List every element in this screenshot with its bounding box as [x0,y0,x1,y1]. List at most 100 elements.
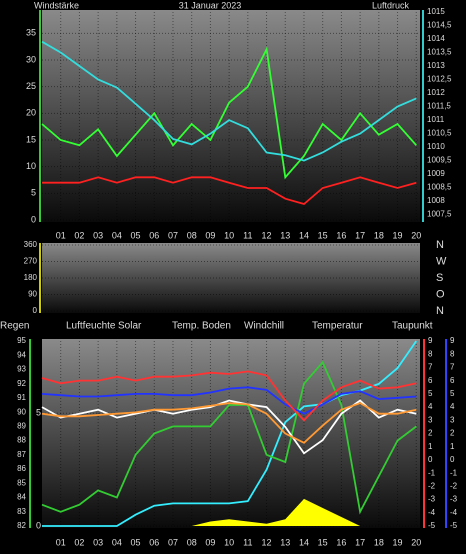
y3-tick-label: 95 [17,336,26,345]
x-tick-label: 08 [187,537,197,547]
x-tick-label: 16 [336,537,346,547]
y2-tick-label: -5 [428,521,436,530]
y2-tick-label: 1009,5 [427,156,452,165]
y3-tick-label: 94 [17,350,26,359]
y3-tick-label: 87 [17,450,26,459]
x-tick-label: 12 [262,230,272,240]
y2-tick-label: 1007,5 [427,210,452,219]
y4-tick-label: 5 [450,389,455,398]
x-tick-label: 18 [374,230,384,240]
y-tick-label: 0 [31,214,36,224]
y2-tick-label: 1010 [427,142,445,151]
y-tick-label: 30 [26,54,36,64]
y2-tick-label: 3 [428,415,433,424]
y3-tick-label: 89 [17,421,26,430]
y2-tick-label: 7 [428,363,433,372]
y3-tick-label: 90 [17,407,26,416]
plot-area [42,243,420,313]
x-tick-label: 17 [355,537,365,547]
y4-tick-label: 8 [450,349,455,358]
y2-tick-label: 9 [428,336,433,345]
y4-tick-label: -5 [450,521,458,530]
x-tick-label: 06 [149,537,159,547]
y3-tick-label: 88 [17,436,26,445]
y-tick-label: 20 [26,108,36,118]
y2-tick-label: N [436,305,444,317]
x-tick-label: 01 [56,230,66,240]
y3-tick-label: 83 [17,507,26,516]
x-tick-label: 14 [299,537,309,547]
x-tick-label: 20 [411,230,421,240]
x-tick-label: 11 [243,537,252,547]
x-tick-label: 13 [280,537,290,547]
y2-tick-label: 1015 [427,7,445,16]
y-tick-label: 180 [24,273,38,282]
x-tick-label: 04 [112,537,122,547]
y-tick-label: 10 [26,161,36,171]
legend-label: Regen [0,321,29,332]
line [41,360,417,515]
y4-tick-label: -3 [450,495,458,504]
x-tick-label: 07 [168,537,178,547]
chart-title: 31 Januar 2023 [179,0,242,10]
y4-tick-label: -4 [450,508,458,517]
y4-tick-label: -1 [450,468,458,477]
y3-tick-label: 84 [17,493,26,502]
legend-label: Luftfeuchte [66,321,116,332]
y2-tick-label: 0 [428,455,433,464]
y2-tick-label: 1008 [427,196,445,205]
x-tick-label: 10 [224,230,234,240]
x-tick-label: 02 [74,537,84,547]
x-tick-label: 17 [355,230,365,240]
y-tick-label: 5 [36,408,41,418]
line [42,176,417,205]
y2-tick-label: -4 [428,508,436,517]
y-tick-label: 270 [24,257,38,266]
y-tick-label: 360 [24,240,38,249]
x-tick-label: 19 [393,537,403,547]
x-tick-label: 14 [299,230,309,240]
y4-tick-label: 3 [450,415,455,424]
line [41,40,417,162]
line [41,46,417,180]
x-tick-label: 05 [131,537,141,547]
y2-tick-label: 1014 [427,34,445,43]
legend-label: Temp. Boden [172,321,231,332]
x-tick-label: 15 [318,230,328,240]
x-tick-label: 15 [318,537,328,547]
x-tick-label: 08 [187,230,197,240]
y-axis-label: Windstärke [34,0,79,10]
y4-tick-label: 2 [450,429,455,438]
y3-tick-label: 82 [17,521,26,530]
x-tick-label: 11 [243,230,252,240]
x-tick-label: 05 [131,230,141,240]
x-tick-label: 03 [93,537,103,547]
x-tick-label: 18 [374,537,384,547]
y2-tick-label: -1 [428,468,436,477]
x-tick-label: 16 [336,230,346,240]
legend-label: Solar [118,321,142,332]
x-tick-label: 10 [224,537,234,547]
y2-tick-label: 1010,5 [427,129,452,138]
y2-tick-label: -2 [428,481,436,490]
y4-tick-label: 1 [450,442,455,451]
x-tick-label: 20 [411,537,421,547]
x-tick-label: 09 [205,537,215,547]
y4-tick-label: 0 [450,455,455,464]
y2-axis-label: Luftdruck [372,0,410,10]
y-tick-label: 25 [26,81,36,91]
x-tick-label: 06 [149,230,159,240]
y4-tick-label: 7 [450,363,455,372]
y3-tick-label: 93 [17,365,26,374]
y2-tick-label: 1013 [427,61,445,70]
y2-tick-label: W [436,255,447,267]
line [41,402,417,444]
x-tick-label: 07 [168,230,178,240]
y4-tick-label: -2 [450,481,458,490]
y2-tick-label: 1011,5 [427,102,451,111]
line [41,370,417,422]
y2-tick-label: 4 [428,402,433,411]
y2-tick-label: 1011 [427,115,445,124]
y2-tick-label: 1014,5 [427,21,452,30]
